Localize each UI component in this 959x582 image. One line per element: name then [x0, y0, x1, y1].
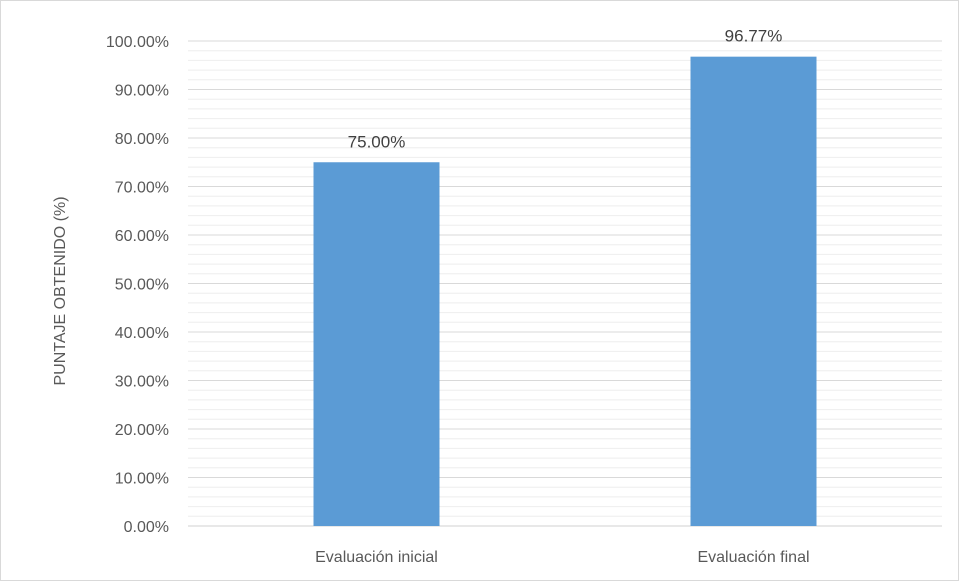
data-label: 75.00% — [348, 132, 406, 151]
y-tick-label: 80.00% — [115, 131, 169, 148]
y-tick-label: 10.00% — [115, 471, 169, 488]
bars — [313, 56, 817, 527]
y-tick-label: 70.00% — [115, 180, 169, 197]
bar — [313, 162, 440, 526]
bar — [690, 56, 817, 527]
y-tick-label: 60.00% — [115, 228, 169, 245]
y-axis-title: PUNTAJE OBTENIDO (%) — [52, 196, 69, 385]
y-tick-label: 100.00% — [106, 34, 169, 51]
gridlines — [188, 40, 942, 527]
y-tick-label: 20.00% — [115, 422, 169, 439]
x-category-label: Evaluación final — [697, 549, 809, 566]
y-tick-label: 0.00% — [124, 519, 169, 536]
labels: 0.00% 10.00% 20.00% 30.00% 40.00% 50.00% 60.00… — [106, 27, 810, 566]
y-tick-label: 40.00% — [115, 325, 169, 342]
data-label: 96.77% — [725, 27, 783, 46]
y-tick-label: 50.00% — [115, 277, 169, 294]
y-tick-label: 90.00% — [115, 83, 169, 100]
x-category-label: Evaluación inicial — [315, 549, 438, 566]
y-tick-label: 30.00% — [115, 374, 169, 391]
